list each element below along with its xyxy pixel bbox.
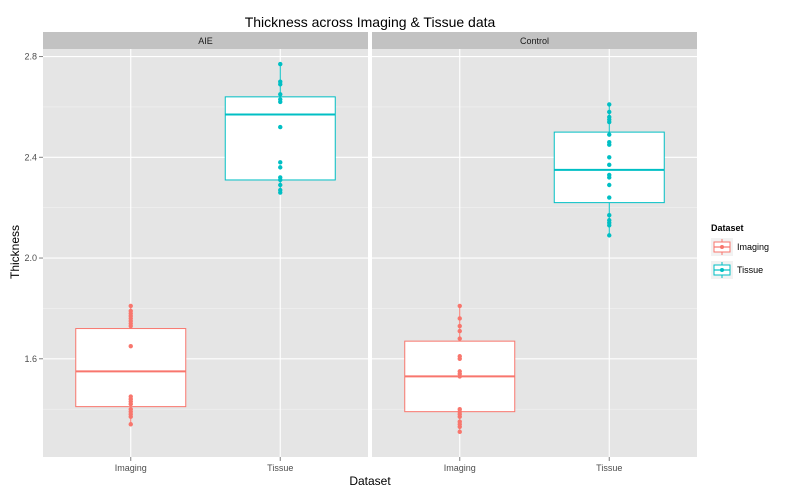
facet-strip: [43, 32, 368, 49]
legend-title: Dataset: [711, 223, 744, 233]
legend-label: Tissue: [737, 265, 763, 275]
data-point: [607, 195, 612, 200]
data-point: [278, 99, 283, 105]
y-tick-label: 2.0: [24, 253, 37, 263]
data-point: [128, 343, 133, 349]
data-point: [607, 175, 612, 180]
data-point: [607, 142, 612, 147]
facet-panels: AIE Imaging Tissue Control Imaging Tissue: [43, 32, 697, 473]
chart-title: Thickness across Imaging & Tissue data: [245, 14, 496, 30]
y-axis: 1.6 2.0 2.4 2.8: [24, 52, 43, 364]
x-tick-label: Imaging: [115, 463, 147, 473]
facet-strip: [372, 32, 697, 49]
facet-strip-label: AIE: [198, 36, 213, 46]
data-point: [278, 82, 283, 87]
data-point: [278, 61, 283, 67]
data-point: [128, 422, 133, 427]
data-point: [278, 177, 283, 183]
data-point: [607, 162, 612, 168]
box-imaging: [404, 303, 516, 435]
facet-panel-control: Control Imaging Tissue: [372, 32, 697, 473]
box-tissue: [224, 61, 336, 195]
data-point: [607, 182, 612, 188]
legend-item-tissue: Tissue: [711, 261, 763, 279]
data-point: [457, 424, 462, 429]
data-point: [457, 374, 462, 379]
legend-key-point: [720, 268, 724, 272]
data-point: [607, 223, 612, 228]
data-point: [457, 356, 462, 361]
y-axis-title: Thickness: [8, 225, 22, 279]
x-tick-label: Tissue: [596, 463, 622, 473]
data-point: [128, 414, 133, 419]
data-point: [607, 132, 612, 137]
data-point: [457, 414, 462, 419]
data-point: [457, 429, 462, 435]
box-imaging: [75, 303, 187, 427]
data-point: [128, 323, 133, 329]
x-axis-title: Dataset: [349, 474, 391, 488]
data-point: [607, 102, 612, 107]
facet-strip-label: Control: [520, 36, 549, 46]
data-point: [457, 336, 462, 341]
data-point: [607, 213, 612, 218]
legend: Dataset Imaging Tissue: [711, 223, 769, 279]
data-point: [128, 303, 133, 309]
legend-item-imaging: Imaging: [711, 238, 769, 256]
data-point: [278, 124, 283, 130]
data-point: [278, 182, 283, 188]
x-tick-label: Tissue: [267, 463, 293, 473]
data-point: [457, 323, 462, 329]
data-point: [607, 233, 612, 238]
box-tissue: [553, 102, 665, 238]
box-iqr: [75, 328, 187, 408]
data-point: [278, 190, 283, 195]
data-point: [278, 160, 283, 165]
facet-panel-aie: AIE Imaging Tissue: [43, 32, 368, 473]
data-point: [607, 109, 612, 115]
legend-key-point: [720, 245, 724, 249]
y-tick-label: 2.8: [24, 52, 37, 62]
x-tick-label: Imaging: [444, 463, 476, 473]
data-point: [278, 165, 283, 170]
data-point: [457, 316, 462, 321]
data-point: [607, 119, 612, 125]
data-point: [128, 401, 133, 407]
data-point: [457, 328, 462, 334]
y-tick-label: 2.4: [24, 152, 37, 162]
data-point: [278, 92, 283, 97]
legend-label: Imaging: [737, 242, 769, 252]
data-point: [607, 155, 612, 160]
data-point: [457, 303, 462, 309]
y-tick-label: 1.6: [24, 354, 37, 364]
